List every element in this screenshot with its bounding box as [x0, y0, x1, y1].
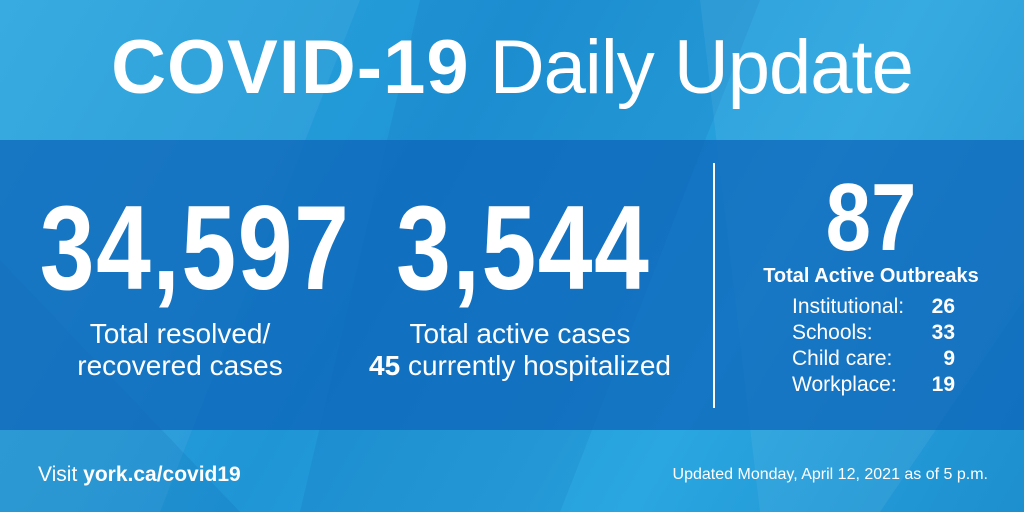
outbreak-row: Institutional: 26	[792, 294, 992, 320]
hospitalized-text: currently hospitalized	[407, 350, 671, 381]
page-title: COVID-19 Daily Update	[0, 26, 1024, 110]
active-label: Total active cases 45 currently hospital…	[340, 318, 700, 382]
outbreak-row-value: 26	[931, 295, 955, 318]
outbreak-row-value: 9	[943, 347, 955, 370]
stats-band	[0, 140, 1024, 430]
outbreak-row-value: 33	[931, 321, 955, 344]
outbreak-row-label: Schools:	[792, 321, 873, 344]
resolved-label: Total resolved/ recovered cases	[20, 318, 340, 382]
updated-date: Monday, April 12, 2021 as of 5 p.m.	[737, 466, 988, 483]
updated-prefix: Updated	[672, 466, 734, 483]
resolved-number: 34,597	[39, 181, 351, 315]
visit-line: Visit york.ca/covid19	[38, 462, 241, 488]
updated-line: Updated Monday, April 12, 2021 as of 5 p…	[673, 464, 988, 486]
outbreak-row: Schools: 33	[792, 320, 992, 346]
website-link[interactable]: york.ca/covid19	[83, 463, 241, 486]
hospitalized-count: 45	[369, 350, 401, 381]
outbreak-row-label: Institutional:	[792, 295, 905, 318]
outbreak-row-label: Child care:	[792, 347, 893, 370]
outbreak-row-value: 19	[931, 373, 955, 396]
outbreaks-title: Total Active Outbreaks	[763, 265, 979, 287]
outbreaks-number: 87	[825, 164, 917, 271]
stats-divider	[713, 163, 715, 408]
title-rest: Daily Update	[489, 25, 914, 110]
outbreak-row-label: Workplace:	[792, 373, 897, 396]
active-label-line1: Total active cases	[409, 318, 631, 349]
hospitalized-line: 45 currently hospitalized	[340, 350, 700, 382]
visit-prefix: Visit	[38, 463, 78, 486]
resolved-label-line1: Total resolved/	[89, 318, 271, 349]
title-bold: COVID-19	[111, 25, 470, 110]
resolved-label-line2: recovered cases	[77, 350, 283, 381]
outbreak-row: Child care: 9	[792, 346, 992, 372]
outbreak-row: Workplace: 19	[792, 372, 992, 398]
active-number: 3,544	[396, 181, 651, 315]
